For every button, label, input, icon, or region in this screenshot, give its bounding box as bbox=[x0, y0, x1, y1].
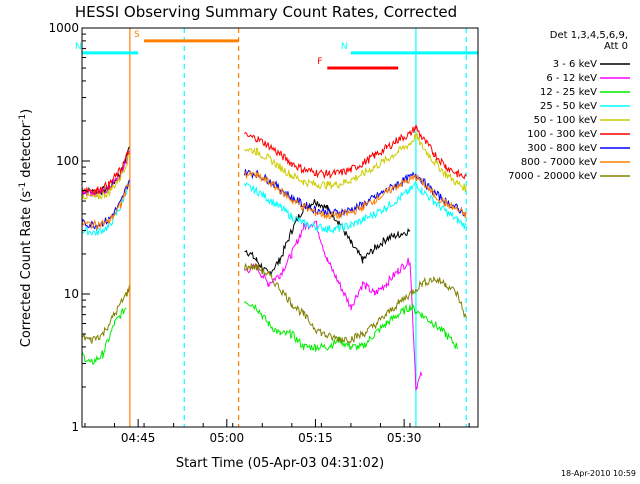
x-axis-label: Start Time (05-Apr-03 04:31:02) bbox=[176, 456, 384, 471]
series-line-7-0 bbox=[82, 184, 130, 230]
flag-label-1: N bbox=[75, 42, 82, 52]
y-axis: 1 10 100 1000 bbox=[48, 21, 90, 434]
y-tick-label-1: 10 bbox=[64, 287, 79, 301]
x-tick-label-3: 05:30 bbox=[387, 431, 422, 445]
legend-label-1: 6 - 12 keV bbox=[546, 73, 597, 84]
legend-header-1: Att 0 bbox=[604, 41, 628, 52]
legend-label-7: 800 - 7000 keV bbox=[521, 157, 597, 168]
legend-header-0: Det 1,3,4,5,6,9, bbox=[550, 30, 628, 41]
legend-label-0: 3 - 6 keV bbox=[553, 59, 597, 70]
plot-area: S N N F bbox=[75, 28, 478, 427]
series-line-5-0 bbox=[82, 150, 130, 196]
x-tick-label-2: 05:15 bbox=[298, 431, 333, 445]
legend-label-6: 300 - 800 keV bbox=[527, 143, 597, 154]
series-line-4-0 bbox=[82, 152, 130, 200]
plot-frame bbox=[81, 27, 479, 428]
x-tick-label-1: 05:00 bbox=[210, 431, 245, 445]
series-line-8-0 bbox=[82, 285, 130, 345]
y-axis-label: Corrected Count Rate (s-1 detector-1) bbox=[18, 109, 34, 347]
series-line-1-1 bbox=[244, 220, 423, 391]
x-tick-label-0: 04:45 bbox=[121, 431, 156, 445]
flag-label-2: N bbox=[341, 42, 348, 52]
date-stamp: 18-Apr-2010 10:59 bbox=[561, 469, 636, 478]
y-tick-label-2: 100 bbox=[56, 154, 79, 168]
legend: Det 1,3,4,5,6,9,Att 0 3 - 6 keV 6 - 12 keV… bbox=[508, 30, 630, 182]
series-line-3-1 bbox=[244, 180, 467, 234]
legend-label-2: 12 - 25 keV bbox=[540, 87, 597, 98]
legend-label-8: 7000 - 20000 keV bbox=[508, 171, 597, 182]
series-line-7-1 bbox=[244, 170, 467, 220]
series-line-4-1 bbox=[244, 132, 467, 192]
series-line-2-0 bbox=[82, 307, 127, 365]
series-line-5-1 bbox=[244, 124, 467, 180]
y-tick-label-0: 1 bbox=[71, 420, 79, 434]
legend-label-4: 50 - 100 keV bbox=[534, 115, 598, 126]
chart-title: HESSI Observing Summary Count Rates, Cor… bbox=[75, 3, 457, 21]
flag-label-3: F bbox=[317, 57, 322, 67]
legend-label-5: 100 - 300 keV bbox=[527, 129, 597, 140]
x-axis: 04:45 05:00 05:15 05:30 bbox=[84, 419, 470, 445]
series-line-8-1 bbox=[244, 262, 467, 344]
series-line-2-1 bbox=[244, 301, 458, 353]
series-line-0-1 bbox=[244, 199, 411, 277]
legend-label-3: 25 - 50 keV bbox=[540, 101, 597, 112]
flag-label-0: S bbox=[134, 30, 140, 40]
y-tick-label-3: 1000 bbox=[48, 21, 79, 35]
